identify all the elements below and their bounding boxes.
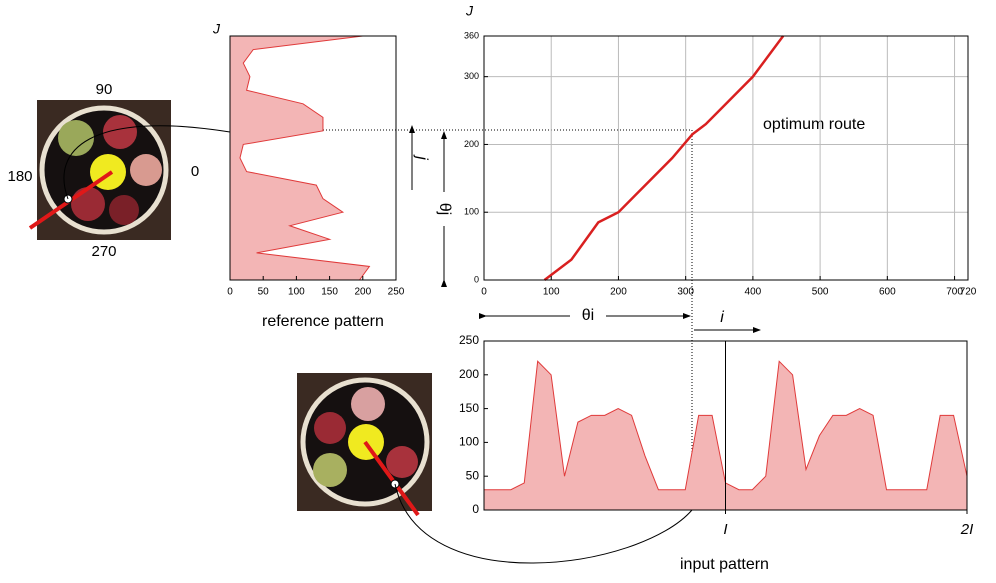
connector	[394, 483, 693, 564]
input-image	[297, 373, 432, 517]
y-tick-label: 300	[464, 71, 479, 81]
index-label: i	[720, 309, 724, 326]
plot-frame	[483, 35, 969, 281]
y-tick-label: 100	[464, 207, 479, 217]
x-tick-label: 50	[258, 287, 270, 298]
x-tick-label: 400	[745, 287, 762, 298]
label-bg	[570, 306, 606, 326]
y-tick-label: 250	[459, 333, 479, 347]
y-tick-label: 360	[464, 30, 479, 40]
x-tick-label: 2I	[960, 521, 974, 538]
direction-label: 270	[91, 243, 116, 260]
y-label: J	[212, 21, 221, 37]
x-tick-label: 700	[946, 287, 963, 298]
y-tick-label: 150	[459, 401, 479, 415]
area	[484, 361, 967, 510]
theta-label: θi	[582, 307, 594, 324]
y-tick-label: 200	[459, 367, 479, 381]
label-bg	[436, 192, 452, 226]
x-tick-label: 0	[481, 287, 487, 298]
x-label: input pattern	[680, 556, 769, 573]
y-tick-label: 100	[459, 435, 479, 449]
x-tick-label: 200	[354, 287, 371, 298]
index-label: j	[413, 154, 430, 160]
y-tick-label: 200	[464, 139, 479, 149]
direction-label: 0	[191, 163, 199, 180]
x-tick-label: I	[723, 521, 727, 538]
y-label: J	[465, 3, 474, 19]
x-tick-label: 100	[543, 287, 560, 298]
x-tick-label: 250	[388, 287, 405, 298]
direction-label: 90	[96, 81, 113, 98]
annotation: optimum route	[763, 116, 865, 133]
x-tick-label: 200	[610, 287, 627, 298]
reference-image	[28, 100, 171, 240]
x-tick-label: 500	[812, 287, 829, 298]
y-tick-label: 0	[474, 274, 479, 284]
x-tick-label: 150	[321, 287, 338, 298]
y-tick-label: 50	[466, 468, 480, 482]
x-tick-label: 600	[879, 287, 896, 298]
y-tick-label: 0	[472, 502, 479, 516]
x-tick-label: 0	[227, 287, 233, 298]
area	[230, 36, 370, 280]
plot-frame	[229, 35, 397, 281]
x-tick-label: 300	[677, 287, 694, 298]
x-tick-label: 720	[960, 287, 977, 298]
theta-label: θj	[436, 203, 453, 215]
direction-label: 180	[7, 168, 32, 185]
area-edge	[239, 35, 371, 281]
x-tick-label: 100	[288, 287, 305, 298]
connector	[63, 125, 231, 200]
x-label: reference pattern	[262, 313, 384, 330]
line	[543, 35, 785, 281]
